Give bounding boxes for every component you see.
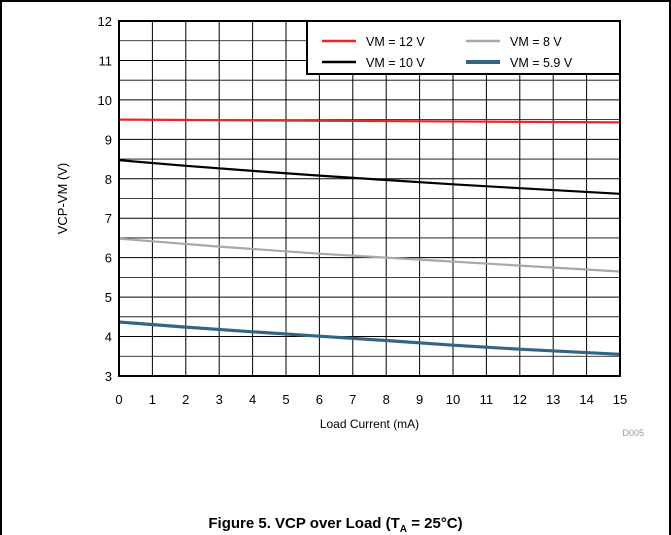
y-tick-label: 11 [99, 53, 113, 68]
x-tick-label: 4 [249, 392, 256, 407]
legend-label-3: VM = 8 V [510, 35, 562, 49]
y-tick-label: 7 [105, 211, 112, 226]
frame-right-border [669, 0, 671, 535]
x-tick-label: 0 [115, 392, 122, 407]
y-tick-label: 8 [105, 172, 112, 187]
legend-label-4: VM = 5.9 V [510, 56, 573, 70]
x-tick-label: 9 [416, 392, 423, 407]
x-tick-label: 14 [579, 392, 593, 407]
y-axis-label: VCP-VM (V) [55, 163, 70, 235]
legend-label-1: VM = 12 V [366, 35, 425, 49]
y-tick-label: 3 [105, 369, 112, 384]
y-tick-label: 4 [105, 330, 112, 345]
caption-text: Figure 5. VCP over Load (T [208, 515, 400, 532]
series-line-4 [118, 320, 621, 356]
frame-left-border [0, 0, 2, 535]
x-tick-label: 6 [316, 392, 323, 407]
x-tick-label: 1 [149, 392, 156, 407]
x-tick-label: 11 [480, 392, 494, 407]
y-tick-label: 10 [98, 93, 112, 108]
y-tick-label: 12 [98, 14, 112, 29]
x-tick-label: 12 [513, 392, 527, 407]
x-tick-label: 10 [446, 392, 460, 407]
legend: VM = 12 V VM = 8 V VM = 10 V VM = 5.9 V [306, 20, 621, 75]
x-tick-label: 15 [613, 392, 627, 407]
x-tick-label: 5 [282, 392, 289, 407]
x-axis-label: Load Current (mA) [320, 417, 419, 431]
y-tick-labels: 3 4 5 6 7 8 9 10 11 12 [98, 14, 112, 384]
series-line-3 [118, 237, 621, 273]
caption-subscript: A [399, 524, 408, 535]
figure-id-label: D005 [622, 428, 644, 438]
y-tick-label: 5 [105, 290, 112, 305]
x-tick-label: 13 [546, 392, 560, 407]
x-tick-label: 8 [383, 392, 390, 407]
legend-box [306, 20, 621, 75]
x-tick-label: 7 [349, 392, 356, 407]
caption-tail: = 25°C) [407, 515, 463, 532]
x-tick-label: 3 [216, 392, 223, 407]
x-tick-labels: 0 1 2 3 4 5 6 7 8 9 10 11 12 13 14 15 [115, 392, 627, 407]
y-tick-label: 6 [105, 251, 112, 266]
frame-top-border [0, 0, 671, 2]
y-tick-label: 9 [105, 132, 112, 147]
series-line-1 [118, 118, 621, 124]
series-line-2 [118, 159, 621, 195]
legend-label-2: VM = 10 V [366, 56, 425, 70]
figure-caption: Figure 5. VCP over Load (TA = 25°C) [0, 515, 671, 535]
series-lines [118, 118, 621, 356]
x-tick-label: 2 [182, 392, 189, 407]
